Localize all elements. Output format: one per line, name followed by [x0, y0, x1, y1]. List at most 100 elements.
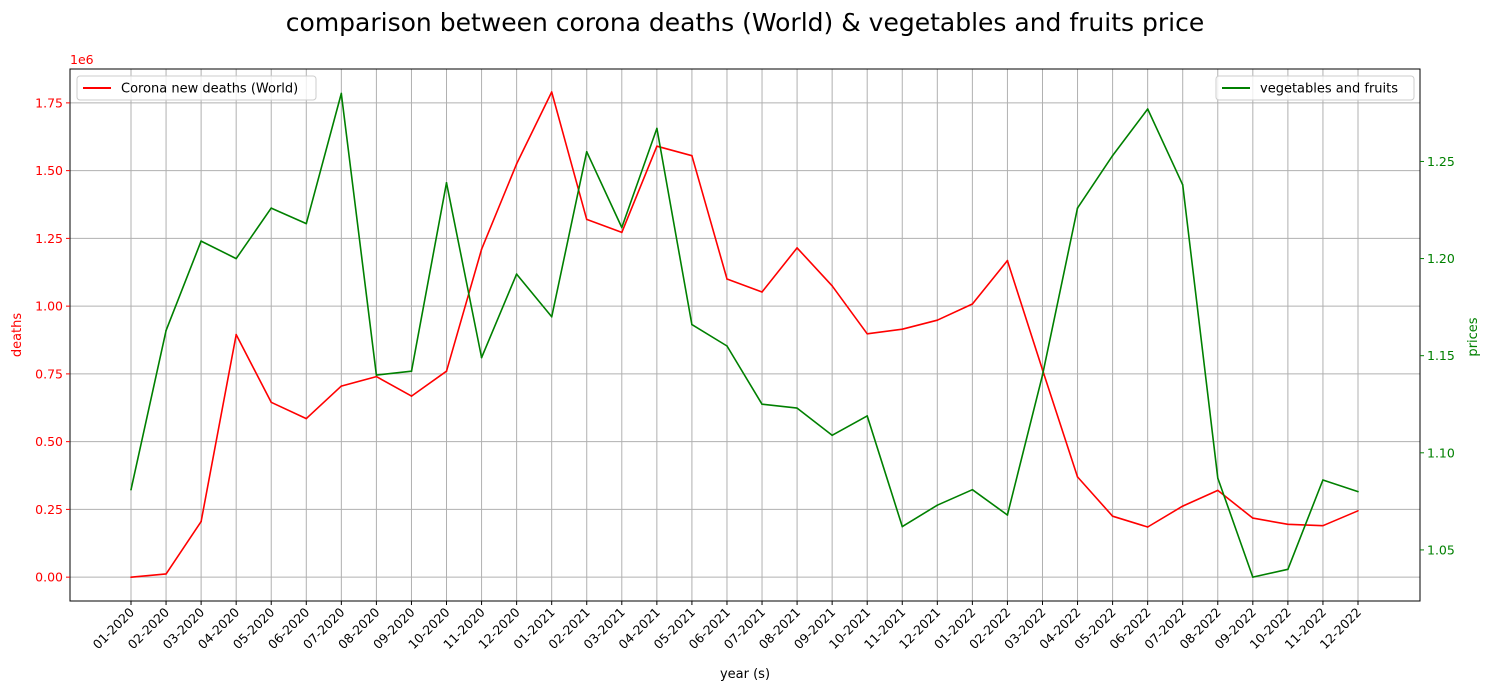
prices-point: [796, 407, 798, 409]
prices-point: [515, 273, 518, 275]
prices-point: [165, 329, 167, 332]
prices-point: [340, 92, 343, 95]
deaths-point: [1111, 515, 1114, 517]
prices-point: [550, 316, 553, 318]
left-y-tick-label: 0.75: [35, 366, 63, 381]
x-axis-label: year (s): [720, 667, 770, 682]
deaths-point: [936, 319, 939, 322]
prices-point: [656, 127, 658, 130]
deaths-line: [130, 91, 1359, 578]
deaths-series-group: [130, 91, 1359, 578]
left-y-tick-label: 0.50: [35, 434, 63, 449]
left-y-tick-label: 1.50: [35, 163, 63, 178]
deaths-point: [1146, 526, 1149, 528]
deaths-point: [270, 401, 273, 404]
prices-point: [691, 323, 693, 326]
right-y-axis-label: prices: [1466, 317, 1481, 356]
prices-point: [1111, 154, 1114, 157]
prices-point: [480, 356, 483, 359]
left-y-tick-label: 1.75: [35, 95, 63, 110]
legend-right: vegetables and fruits: [1215, 75, 1415, 101]
left-y-tick-label: 1.25: [35, 231, 63, 246]
prices-point: [1006, 514, 1009, 516]
grid: [70, 69, 1420, 601]
deaths-point: [761, 291, 763, 293]
deaths-point: [515, 163, 518, 165]
deaths-point: [971, 303, 974, 305]
prices-series-group: [130, 92, 1359, 578]
legend-right-label: vegetables and fruits: [1260, 82, 1398, 97]
prices-point: [621, 226, 623, 229]
prices-point: [901, 525, 904, 528]
prices-point: [971, 488, 974, 491]
prices-point: [726, 345, 728, 347]
prices-point: [1322, 479, 1324, 481]
deaths-point: [621, 231, 623, 234]
prices-point: [375, 374, 378, 376]
prices-point: [1357, 490, 1359, 493]
left-y-axis: 0.00 0.25 0.50 0.75 1.00 1.25 1.50 1.75: [35, 95, 70, 585]
deaths-point: [1252, 517, 1254, 519]
deaths-point: [1216, 489, 1219, 492]
deaths-point: [1357, 509, 1359, 512]
right-y-tick-label: 1.10: [1427, 445, 1455, 460]
right-y-tick-label: 1.05: [1427, 542, 1455, 557]
right-y-axis: 1.05 1.10 1.15 1.20 1.25: [1420, 154, 1455, 557]
prices-point: [831, 434, 833, 437]
prices-point: [585, 150, 588, 153]
prices-line: [130, 92, 1359, 578]
right-y-tick-label: 1.15: [1427, 348, 1455, 363]
deaths-point: [375, 375, 378, 378]
prices-point: [1041, 374, 1044, 376]
x-axis: 01-202002-202003-202004-202005-202006-20…: [90, 601, 1364, 652]
deaths-point: [200, 520, 202, 523]
prices-point: [1216, 477, 1219, 479]
deaths-point: [1076, 476, 1079, 478]
left-offset-text: 1e6: [70, 52, 94, 67]
deaths-point: [656, 145, 658, 148]
prices-point: [936, 504, 939, 507]
prices-point: [305, 222, 308, 225]
deaths-point: [691, 154, 693, 157]
right-y-tick-label: 1.25: [1427, 154, 1455, 169]
legend-right-box: [1215, 75, 1415, 101]
deaths-point: [410, 395, 413, 397]
left-y-tick-label: 0.00: [35, 570, 63, 585]
prices-point: [445, 182, 448, 184]
prices-point: [200, 240, 202, 242]
deaths-point: [445, 370, 448, 372]
prices-point: [1146, 108, 1149, 110]
prices-point: [1181, 183, 1184, 186]
deaths-point: [901, 328, 904, 330]
prices-point: [130, 488, 132, 491]
plot-frame: [69, 68, 1421, 602]
right-y-tick-label: 1.20: [1427, 251, 1455, 266]
deaths-point: [866, 332, 868, 335]
deaths-point: [1322, 524, 1324, 527]
left-y-tick-label: 0.25: [35, 502, 63, 517]
prices-point: [761, 403, 763, 406]
legend-left-box: [76, 75, 317, 101]
prices-point: [1287, 568, 1289, 571]
deaths-point: [165, 573, 167, 575]
deaths-point: [796, 247, 798, 249]
prices-point: [270, 207, 273, 209]
legend-left-label: Corona new deaths (World): [121, 82, 298, 97]
deaths-point: [1181, 505, 1184, 507]
prices-point: [1076, 207, 1079, 209]
deaths-point: [480, 248, 483, 251]
prices-point: [235, 257, 237, 260]
left-y-tick-label: 1.00: [35, 299, 63, 314]
deaths-point: [1287, 523, 1289, 526]
deaths-point: [340, 385, 343, 387]
chart-title: comparison between corona deaths (World)…: [286, 8, 1204, 37]
prices-point: [1252, 576, 1254, 578]
prices-point: [866, 415, 868, 417]
deaths-point: [726, 278, 728, 280]
deaths-point: [831, 285, 833, 287]
deaths-point: [235, 333, 237, 336]
deaths-point: [130, 576, 132, 578]
deaths-point: [585, 218, 588, 221]
prices-point: [410, 370, 413, 373]
